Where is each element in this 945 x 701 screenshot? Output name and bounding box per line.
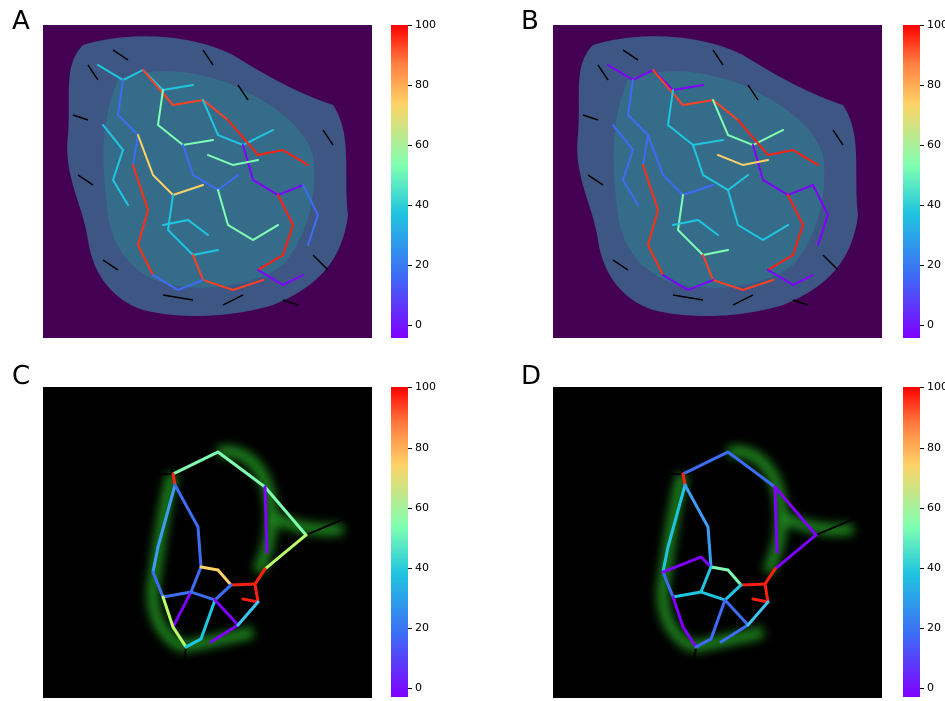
colorbar-c-tick-60: 60 [408,501,429,514]
panel-c-image [43,387,372,698]
colorbar-b-tick-40: 40 [920,198,941,211]
colorbar-c-tick-20: 20 [408,621,429,634]
colorbar-b-tick-80: 80 [920,78,941,91]
colorbar-a-tick-40: 40 [408,198,429,211]
colorbar-c-tick-0: 0 [408,681,422,694]
panel-d-image [553,387,882,698]
colorbar-d-tick-20: 20 [920,621,941,634]
colorbar-a-tick-80: 80 [408,78,429,91]
colorbar-d-tick-80: 80 [920,441,941,454]
panel-label-a: A [12,6,30,36]
colorbar-b-tick-20: 20 [920,258,941,271]
colorbar-b-tick-100: 100 [920,19,945,30]
panel-label-d: D [521,361,542,391]
panel-d-svg [553,387,882,698]
colorbar-b-tick-0: 0 [920,318,934,331]
colorbar-a-tick-20: 20 [408,258,429,271]
panel-b-image [553,25,882,338]
colorbar-a-tick-100: 100 [408,18,436,31]
panel-c-svg [43,387,372,698]
panel-a-svg [43,25,372,338]
colorbar-c-tick-40: 40 [408,561,429,574]
colorbar-d-tick-60: 60 [920,501,941,514]
colorbar-b-tick-60: 60 [920,138,941,151]
colorbar-a [391,25,408,338]
panel-label-b: B [521,6,539,36]
colorbar-d-tick-40: 40 [920,561,941,574]
colorbar-d-tick-100: 100 [920,381,945,392]
colorbar-c-tick-100: 100 [408,380,436,393]
colorbar-c-tick-80: 80 [408,441,429,454]
colorbar-b [903,25,920,338]
colorbar-d [903,387,920,697]
colorbar-a-tick-0: 0 [408,318,422,331]
panel-a-image [43,25,372,338]
panel-b-svg [553,25,882,338]
panel-label-c: C [12,361,31,391]
colorbar-c [391,387,408,697]
colorbar-a-tick-60: 60 [408,138,429,151]
colorbar-d-tick-0: 0 [920,681,934,694]
